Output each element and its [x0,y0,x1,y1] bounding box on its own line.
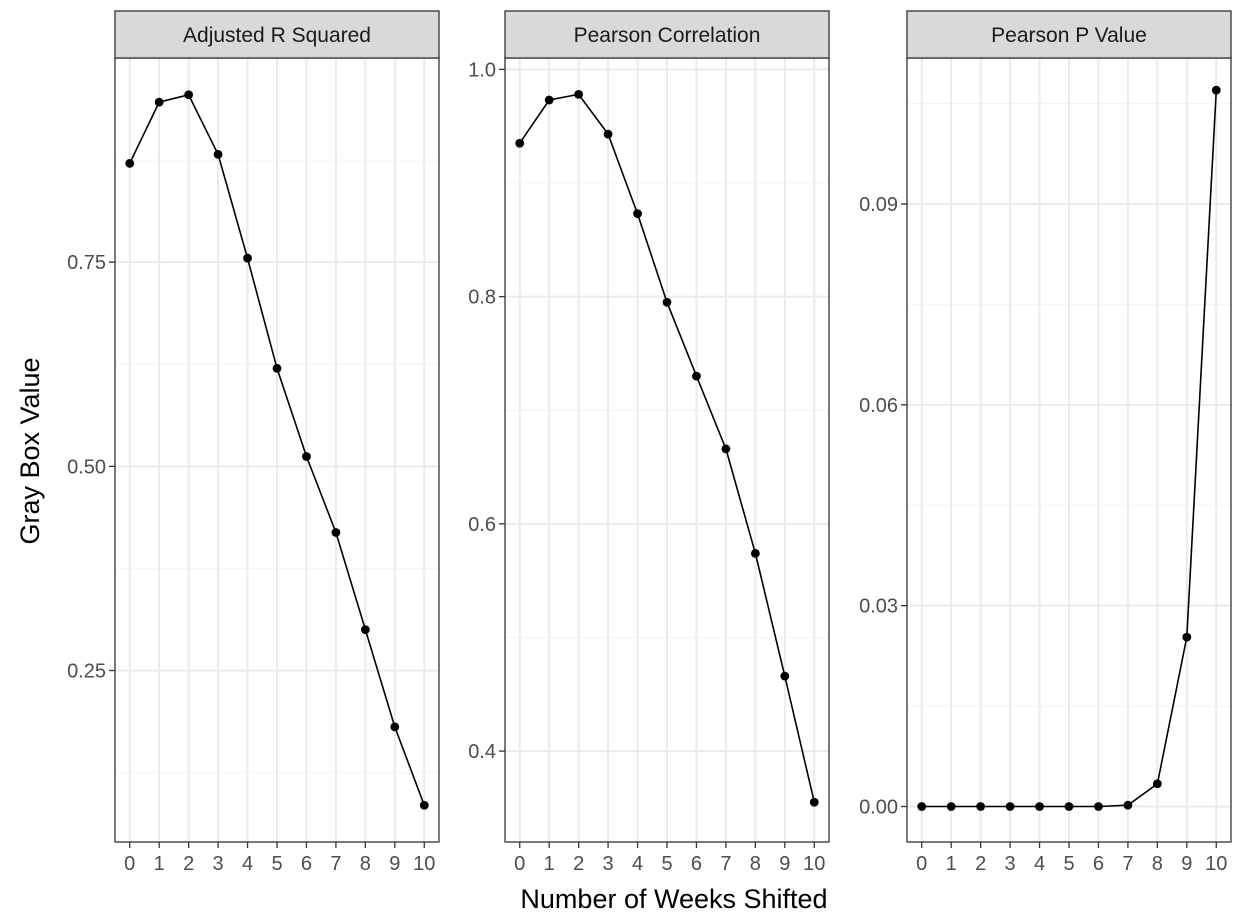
x-tick-label: 7 [330,853,341,875]
y-axis-title: Gray Box Value [15,357,45,544]
x-tick-label: 4 [242,853,253,875]
x-tick-label: 8 [750,853,761,875]
data-point [1094,802,1103,811]
x-tick-label: 6 [691,853,702,875]
data-point [515,138,525,148]
y-tick-label: 0.8 [468,287,496,309]
data-point [243,253,252,263]
data-point [272,363,282,373]
x-tick-label: 8 [1152,853,1163,875]
x-tick-label: 9 [389,853,400,875]
x-tick-label: 4 [1034,853,1045,875]
x-tick-label: 0 [514,853,525,875]
x-tick-label: 4 [632,853,643,875]
facet-strip [906,10,1232,59]
x-tick-label: 10 [1205,853,1227,875]
data-point [1152,779,1162,789]
x-tick-label: 5 [1063,853,1074,875]
data-point [574,89,584,99]
x-tick-label: 0 [916,853,927,875]
y-tick-label: 0.00 [859,797,898,819]
data-point [544,95,554,105]
data-point [809,797,819,807]
data-point [1123,800,1133,810]
x-tick-label: 5 [271,853,282,875]
panel-3: Pearson P Value 0.00 0.03 0.06 0.09 0 1 2 3 4 5 6 7 8… [859,10,1232,875]
data-point [1211,85,1221,95]
x-tick-label: 0 [124,853,135,875]
x-tick-label: 1 [544,853,555,875]
x-tick-label: 1 [154,853,165,875]
x-tick-label: 10 [413,853,435,875]
data-point [633,209,642,219]
x-tick-label: 3 [1005,853,1016,875]
x-tick-label: 9 [1181,853,1192,875]
x-tick-label: 9 [779,853,790,875]
x-tick-label: 5 [661,853,672,875]
y-tick-label: 1.0 [468,59,496,81]
data-point [917,802,927,811]
y-tick-label: 0.4 [468,741,496,763]
x-tick-label: 2 [183,853,194,875]
data-point [1005,802,1015,811]
x-tick-label: 7 [720,853,731,875]
data-point [976,802,986,811]
facet-strip-title: Pearson P Value [991,24,1147,47]
facet-strip-title: Adjusted R Squared [183,24,371,47]
data-point [419,800,429,810]
data-point [390,722,400,732]
x-axis-title: Number of Weeks Shifted [520,884,827,913]
x-tick-label: 6 [1093,853,1104,875]
x-tick-label: 2 [573,853,584,875]
data-point [125,158,135,168]
data-point [331,528,341,537]
facet-strip-title: Pearson Correlation [574,24,761,47]
data-point [302,452,311,461]
x-tick-label: 1 [946,853,957,875]
data-point [1035,802,1044,811]
x-tick-label: 3 [603,853,614,875]
x-tick-label: 8 [360,853,371,875]
y-tick-label: 0.03 [859,596,898,618]
data-point [603,129,613,139]
y-tick-label: 0.50 [67,456,106,478]
data-point [1064,802,1074,811]
x-tick-label: 6 [301,853,312,875]
data-point [184,90,194,100]
data-point [662,297,672,307]
x-tick-label: 3 [213,853,224,875]
y-tick-label: 0.06 [859,395,898,417]
data-point [721,444,731,454]
data-point [154,97,164,107]
data-point [1182,632,1192,642]
x-tick-label: 7 [1122,853,1133,875]
data-point [946,802,956,811]
facet-strip [504,10,830,59]
data-point [360,625,370,635]
facet-strip [114,10,440,59]
y-tick-label: 0.6 [468,514,496,536]
data-point [213,149,223,159]
x-tick-label: 10 [803,853,825,875]
data-point [692,371,701,381]
y-tick-label: 0.09 [859,194,898,216]
y-tick-label: 0.25 [67,661,106,683]
data-point [780,671,790,681]
panel-2: Pearson Correlation 0.4 0.6 0.8 1.0 0 1 2 3 4 5 6 7 8… [468,10,830,875]
y-tick-label: 0.75 [67,252,106,274]
data-point [750,548,760,558]
x-tick-label: 2 [975,853,986,875]
panel-1: Adjusted R Squared 0.25 0.50 0.75 0 1 2 3 4 5 6 7 8 9… [67,10,440,875]
